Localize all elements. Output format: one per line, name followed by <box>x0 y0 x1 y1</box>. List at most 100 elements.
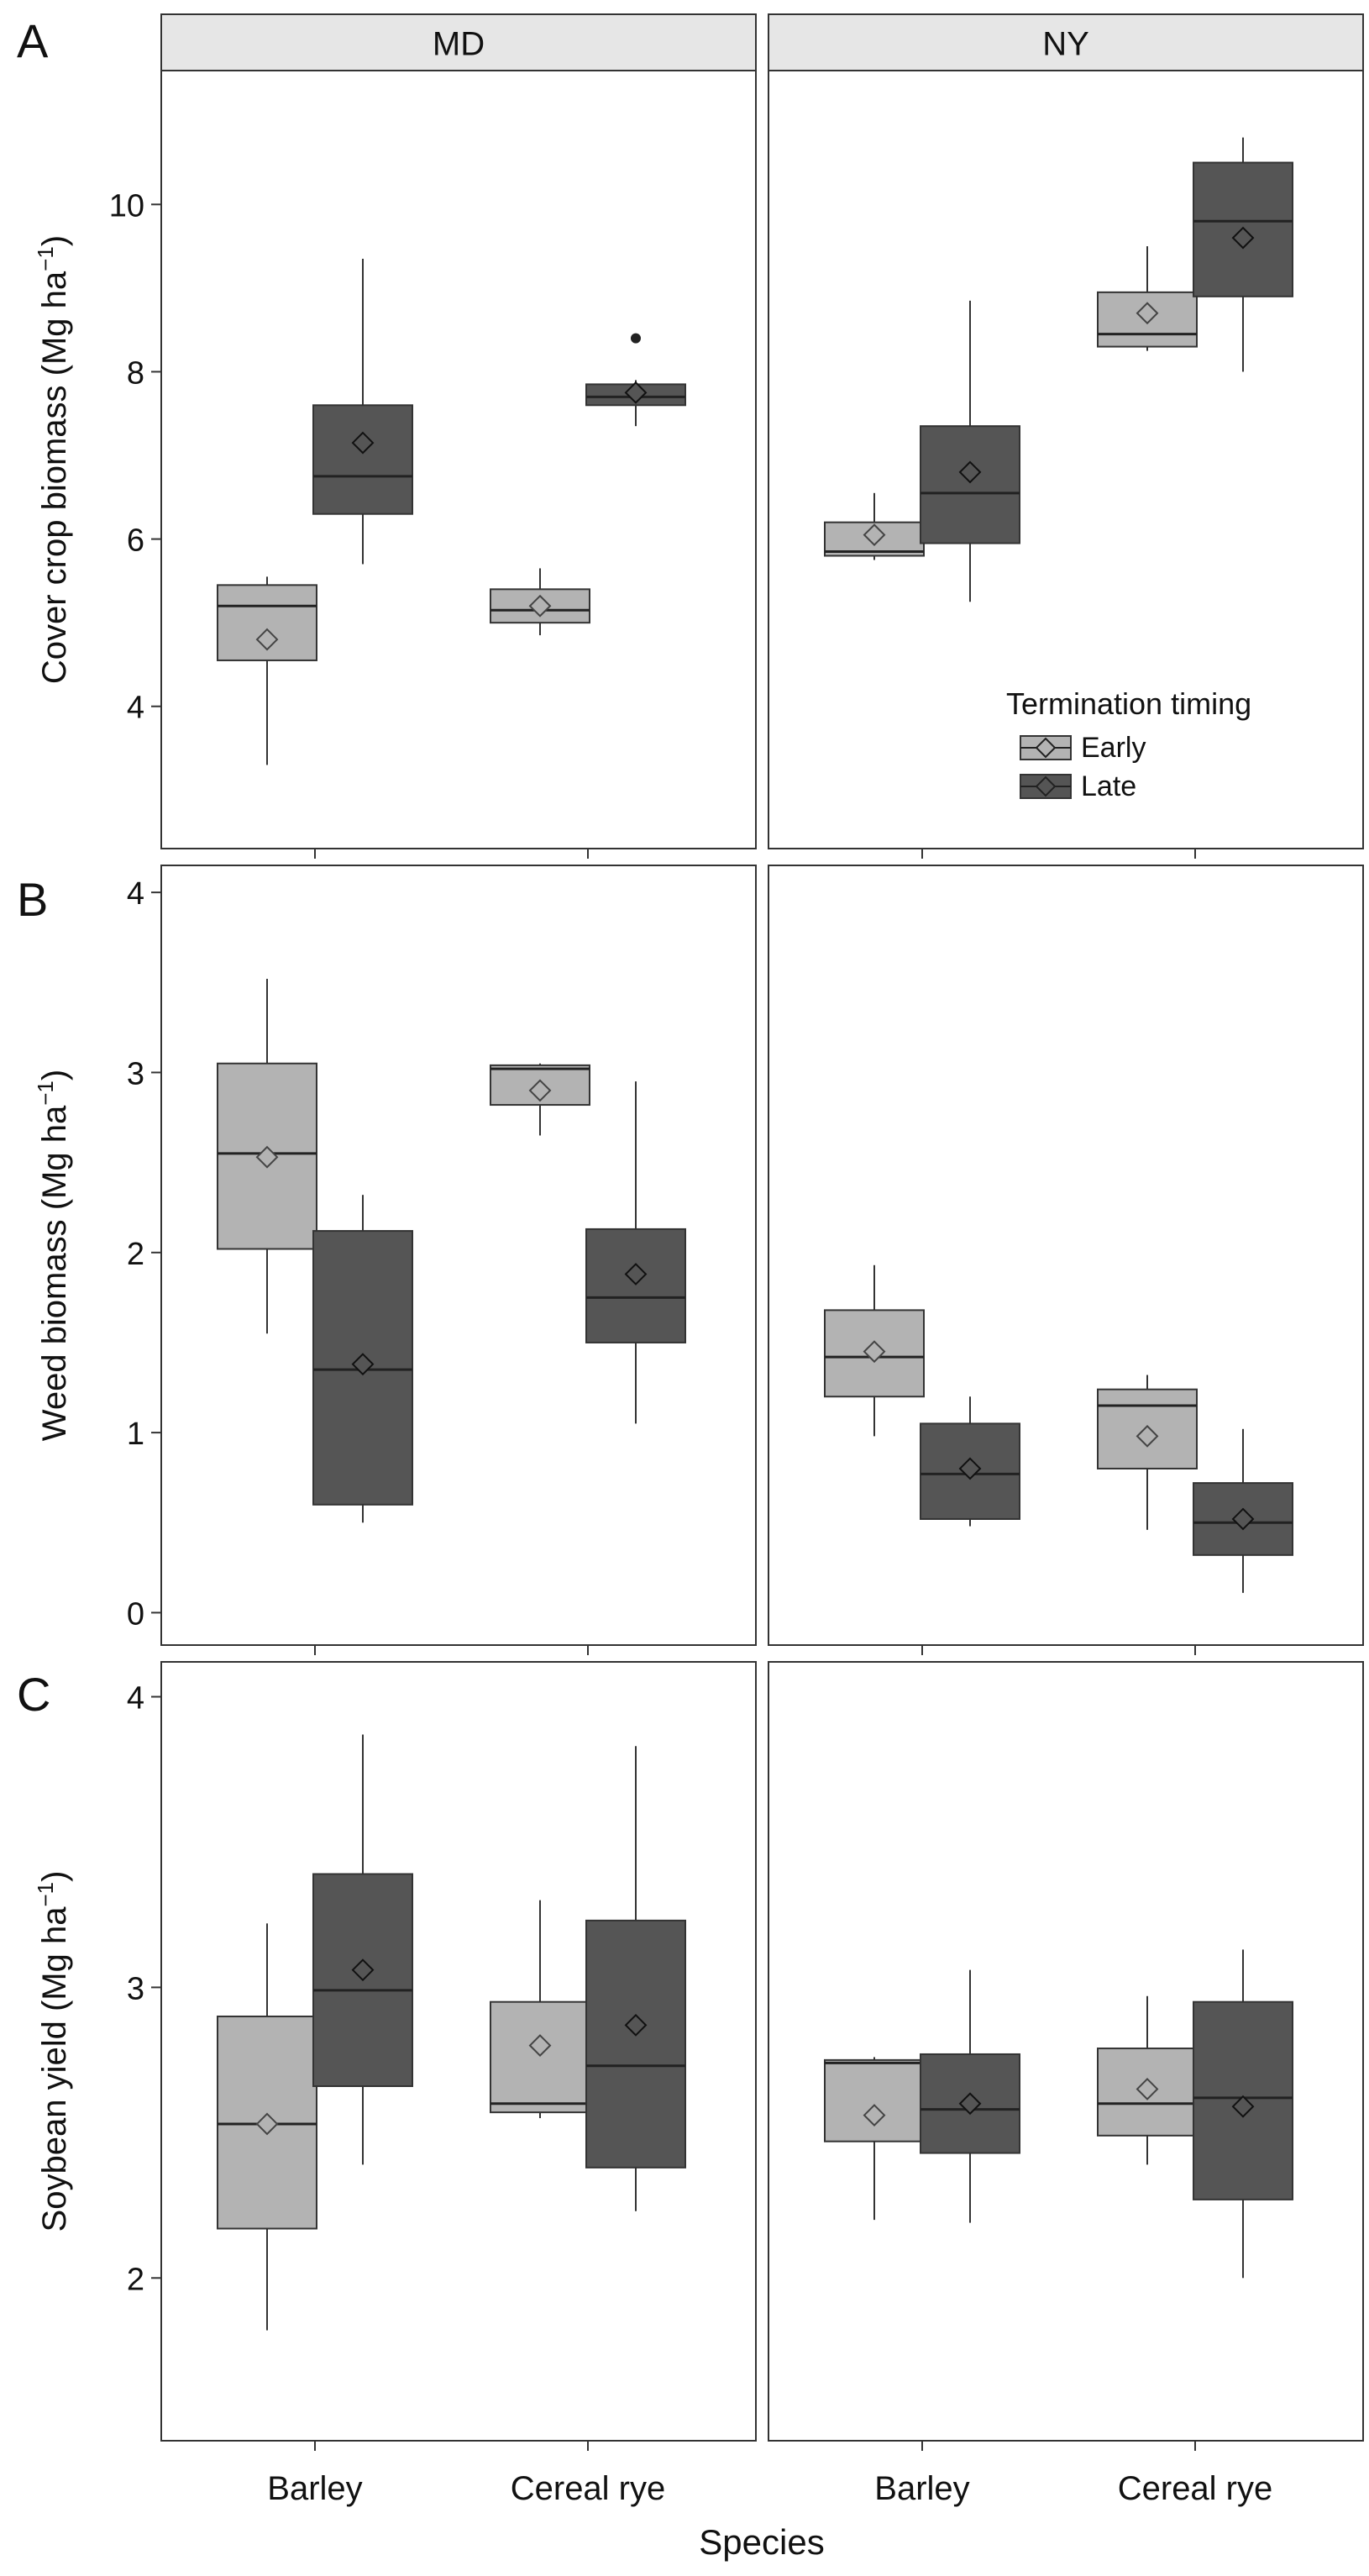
box-cereal-rye-late <box>585 333 686 427</box>
box-cereal-rye-late <box>1193 1949 1293 2279</box>
mean-marker <box>1231 2095 1255 2118</box>
y-tick-label: 4 <box>127 691 144 726</box>
y-axis-label-close: ) <box>36 1871 73 1882</box>
mean-marker <box>528 594 552 618</box>
strip-label: NY <box>1042 26 1089 63</box>
y-tick-label: 10 <box>109 188 144 223</box>
y-tick-label: 1 <box>127 1417 144 1452</box>
box-cereal-rye-late <box>585 1746 686 2211</box>
mean-marker <box>255 1145 279 1169</box>
y-tick-label: 0 <box>127 1596 144 1632</box>
panel-letter-b: B <box>17 873 48 926</box>
y-tick-label: 8 <box>127 355 144 391</box>
outlier-point <box>631 333 641 344</box>
y-axis-label: Weed biomass (Mg ha−1) <box>33 1070 73 1441</box>
mean-marker <box>1136 302 1159 325</box>
box-barley-early <box>824 1264 925 1437</box>
mean-marker <box>863 1340 886 1364</box>
facet-panel-c-md <box>160 1661 757 2442</box>
mean-marker <box>1231 1507 1255 1531</box>
mean-marker <box>863 523 886 547</box>
y-tick-label: 3 <box>127 1971 144 2006</box>
box-cereal-rye-early <box>1097 1995 1198 2165</box>
y-axis-label-superscript: −1 <box>33 246 58 271</box>
y-tick-label: 6 <box>127 523 144 559</box>
facet-panel-c-ny <box>768 1661 1364 2442</box>
box-barley-late <box>312 1195 413 1523</box>
x-tick-label: Barley <box>267 2470 362 2507</box>
mean-marker <box>624 1263 648 1285</box>
strip-ny <box>768 13 1364 71</box>
legend-title: Termination timing <box>1006 686 1251 721</box>
facet-panel-a-md <box>160 70 757 849</box>
y-axis-label-close: ) <box>36 1070 73 1080</box>
box-barley-late <box>920 300 1020 602</box>
mean-marker <box>255 2112 279 2136</box>
mean-marker <box>528 1079 552 1102</box>
legend-mean-marker <box>1035 775 1057 797</box>
y-axis-label: Soybean yield (Mg ha−1) <box>33 1871 73 2232</box>
box-iqr <box>490 2000 590 2114</box>
box-iqr <box>585 1228 686 1343</box>
legend-mean-marker <box>1035 737 1057 759</box>
legend-key-early <box>1020 735 1072 760</box>
mean-marker <box>958 1457 982 1480</box>
y-tick-label: 4 <box>127 876 144 912</box>
y-axis-label: Cover crop biomass (Mg ha−1) <box>33 235 73 684</box>
box-barley-early <box>217 576 317 765</box>
box-barley-late <box>312 259 413 565</box>
box-iqr <box>824 2058 925 2142</box>
y-axis-label-main: Soybean yield (Mg ha <box>36 1906 73 2232</box>
box-barley-early <box>824 492 925 560</box>
box-cereal-rye-late <box>1193 1428 1293 1593</box>
y-tick-label: 4 <box>127 1681 144 1716</box>
y-tick-label: 3 <box>127 1056 144 1091</box>
mean-marker <box>1136 2078 1159 2100</box>
legend-label: Early <box>1081 732 1146 764</box>
strip-md <box>160 13 757 71</box>
mean-marker <box>1136 1424 1159 1448</box>
mean-marker <box>255 628 279 651</box>
mean-marker <box>863 2104 886 2127</box>
box-iqr <box>920 425 1020 544</box>
facet-panel-b-md <box>160 865 757 1646</box>
box-cereal-rye-early <box>1097 246 1198 351</box>
strip-label: MD <box>433 26 485 63</box>
box-iqr <box>920 1422 1020 1520</box>
box-barley-late <box>312 1734 413 2165</box>
mean-marker <box>351 1958 375 1982</box>
box-cereal-rye-early <box>490 1900 590 2119</box>
y-axis-label-main: Weed biomass (Mg ha <box>36 1105 73 1441</box>
box-barley-early <box>217 1923 317 2331</box>
legend-label: Late <box>1081 770 1136 802</box>
mean-marker <box>351 431 375 455</box>
mean-marker <box>624 2013 648 2037</box>
x-axis-label: Species <box>699 2522 824 2562</box>
legend: Termination timing Early Late <box>1006 686 1251 802</box>
y-tick-label: 2 <box>127 1237 144 1272</box>
box-cereal-rye-late <box>1193 137 1293 372</box>
legend-key-late <box>1020 774 1072 799</box>
panel-letter-a: A <box>17 14 49 67</box>
box-barley-late <box>920 1969 1020 2223</box>
facet-panel-a-ny <box>768 70 1364 849</box>
box-barley-early <box>217 979 317 1334</box>
mean-marker <box>351 1353 375 1376</box>
facet-panel-b-ny <box>768 865 1364 1646</box>
x-tick-label: Cereal rye <box>511 2470 666 2507</box>
mean-marker <box>958 460 982 484</box>
mean-marker <box>958 2092 982 2116</box>
mean-marker <box>624 381 648 404</box>
y-tick-label: 2 <box>127 2262 144 2297</box>
box-cereal-rye-late <box>585 1081 686 1424</box>
x-tick-label: Cereal rye <box>1118 2470 1273 2507</box>
box-iqr <box>585 1919 686 2169</box>
y-axis-label-superscript: −1 <box>33 1080 58 1106</box>
box-iqr <box>312 404 413 515</box>
box-barley-early <box>824 2057 925 2221</box>
x-tick-label: Barley <box>874 2470 969 2507</box>
y-axis-label-main: Cover crop biomass (Mg ha <box>36 271 73 684</box>
mean-marker <box>528 2034 552 2057</box>
y-axis-label-superscript: −1 <box>33 1882 58 1907</box>
